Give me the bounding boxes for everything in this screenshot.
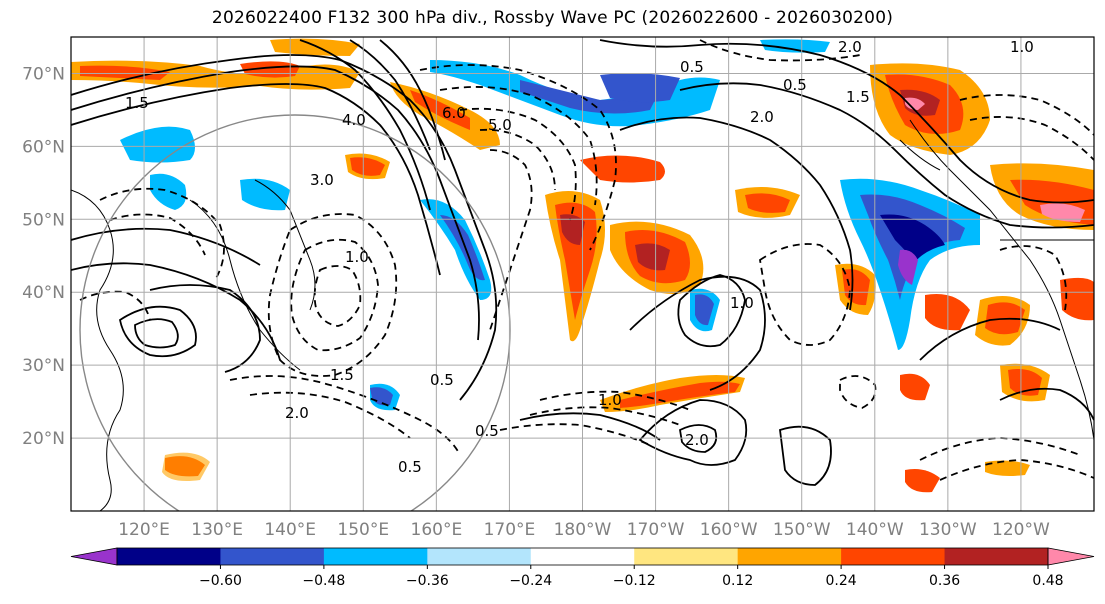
longitude-label: 130°E	[191, 520, 243, 540]
colorbar-segment	[117, 548, 221, 565]
contour-label: 1.5	[330, 366, 354, 384]
colorbar-tick-label: −0.24	[509, 573, 552, 589]
latitude-label: 40°N	[22, 283, 65, 303]
longitude-label: 160°W	[700, 520, 758, 540]
map-title: 2026022400 F132 300 hPa div., Rossby Wav…	[211, 8, 894, 28]
contour-label: 1.5	[125, 94, 149, 112]
colorbar-outline	[116, 547, 1049, 566]
contour-label: 3.0	[310, 171, 334, 189]
contour-label: 0.5	[783, 76, 807, 94]
map-frame	[70, 36, 1095, 512]
longitude-label: 130°W	[919, 520, 977, 540]
longitude-labels: 120°E 130°E 140°E 150°E 160°E 170°E 180°W 170°W…	[118, 520, 1050, 540]
contour-label: 0.5	[398, 458, 422, 476]
colorbar-tick-label: 0.36	[929, 573, 960, 589]
latitude-labels: 70°N 60°N 50°N 40°N 30°N 20°N	[22, 64, 65, 449]
longitude-label: 120°W	[992, 520, 1050, 540]
reference-circle	[79, 114, 511, 511]
coastlines	[71, 119, 1094, 511]
latitude-label: 60°N	[22, 137, 65, 157]
longitude-label: 140°W	[846, 520, 904, 540]
graticule	[71, 37, 1094, 511]
contour-label-group: 1.5 3.0 0.5 2.0 1.0 4.0 5.0 6.0 2.0 1.0 …	[125, 38, 1034, 476]
colorbar-tick-label: −0.12	[613, 573, 656, 589]
contour-label: 0.5	[430, 371, 454, 389]
colorbar-extend-low	[70, 547, 118, 566]
latitude-label: 50°N	[22, 210, 65, 230]
colorbar-segment	[427, 548, 532, 565]
latitude-label: 20°N	[22, 429, 65, 449]
colorbar-extend-high	[1047, 547, 1095, 566]
contour-label: 2.0	[285, 404, 309, 422]
colorbar-segment	[530, 548, 635, 565]
latitude-label: 30°N	[22, 356, 65, 376]
colorbar-tick-label: −0.48	[302, 573, 345, 589]
contour-label: 1.0	[598, 391, 622, 409]
contour-label: 1.0	[730, 294, 754, 312]
colorbar-tick-label: 0.12	[722, 573, 753, 589]
longitude-label: 170°E	[484, 520, 536, 540]
colorbar-tick-label: −0.36	[406, 573, 449, 589]
contour-label: 1.0	[345, 248, 369, 266]
colorbar-segment	[737, 548, 842, 565]
colorbar: −0.60 −0.48 −0.36 −0.24 −0.12 0.12 0.24 0.36 0.4…	[70, 547, 1095, 589]
contour-label: 6.0	[442, 104, 466, 122]
colorbar-tick-label: −0.60	[199, 573, 242, 589]
contour-label: 4.0	[342, 111, 366, 129]
longitude-label: 180°W	[554, 520, 612, 540]
colorbar-segment	[634, 548, 739, 565]
longitude-label: 150°W	[773, 520, 831, 540]
contour-label: 0.5	[680, 58, 704, 76]
longitude-label: 170°W	[627, 520, 685, 540]
contour-label: 1.5	[846, 88, 870, 106]
contour-label: 2.0	[750, 108, 774, 126]
longitude-label: 120°E	[118, 520, 170, 540]
longitude-label: 160°E	[411, 520, 463, 540]
contour-label: 2.0	[838, 38, 862, 56]
contour-label: 0.5	[475, 422, 499, 440]
colorbar-tick-label: 0.24	[826, 573, 857, 589]
contour-label: 5.0	[488, 116, 512, 134]
longitude-label: 150°E	[337, 520, 389, 540]
longitude-label: 140°E	[264, 520, 316, 540]
colorbar-segment	[944, 548, 1049, 565]
contour-label: 2.0	[685, 431, 709, 449]
colorbar-segment	[220, 548, 325, 565]
contour-label: 1.0	[1010, 38, 1034, 56]
colorbar-tick-label: 0.48	[1032, 573, 1063, 589]
latitude-label: 70°N	[22, 64, 65, 84]
colorbar-segment	[841, 548, 946, 565]
colorbar-segment	[323, 548, 428, 565]
